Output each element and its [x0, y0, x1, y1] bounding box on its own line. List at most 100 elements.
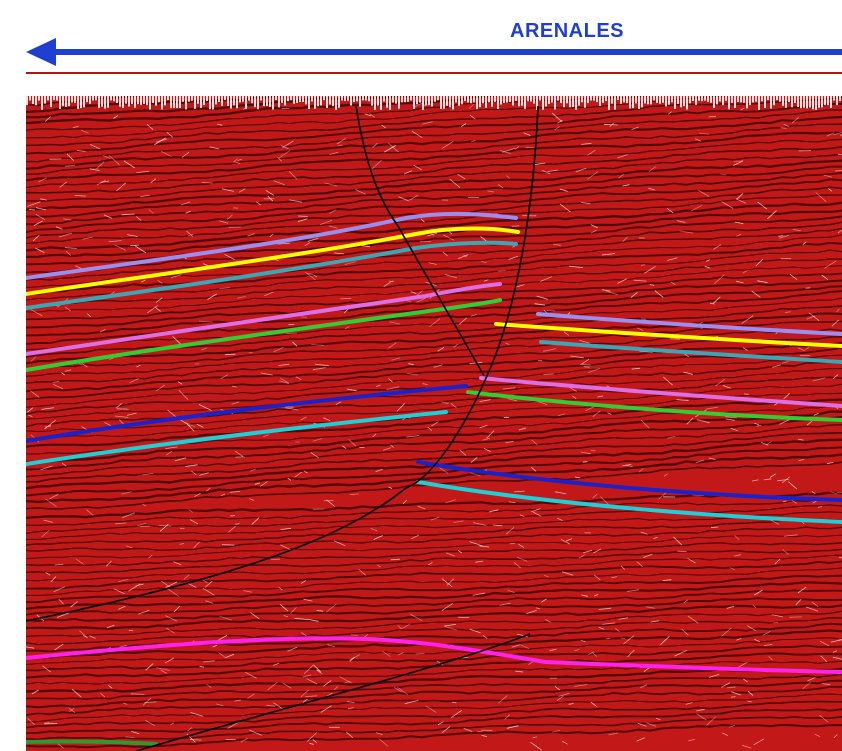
- noise-stroke: [784, 311, 791, 313]
- noise-stroke: [349, 656, 355, 662]
- noise-stroke: [805, 346, 810, 351]
- noise-stroke: [791, 117, 799, 124]
- noise-stroke: [820, 655, 828, 662]
- noise-stroke: [561, 571, 574, 576]
- noise-stroke: [445, 274, 457, 279]
- top-fringe: [182, 96, 184, 102]
- noise-stroke: [204, 580, 213, 588]
- noise-stroke: [622, 184, 630, 187]
- top-fringe: [83, 96, 85, 108]
- noise-stroke: [686, 417, 694, 425]
- noise-stroke: [797, 347, 805, 351]
- noise-stroke: [572, 395, 577, 400]
- reflector-trace: [26, 700, 842, 729]
- top-fringe: [353, 96, 355, 103]
- noise-stroke: [837, 229, 842, 234]
- reflector-trace: [26, 610, 842, 638]
- noise-stroke: [382, 447, 392, 451]
- noise-stroke: [303, 470, 308, 474]
- noise-stroke: [547, 169, 559, 173]
- noise-stroke: [663, 376, 673, 386]
- noise-stroke: [43, 519, 54, 523]
- noise-stroke: [361, 245, 371, 248]
- reflector-trace: [26, 589, 842, 616]
- reflector-trace: [26, 165, 842, 218]
- noise-stroke: [301, 632, 307, 637]
- noise-stroke: [196, 423, 204, 428]
- top-fringe: [215, 96, 217, 105]
- top-fringe: [704, 96, 706, 101]
- top-fringe: [617, 96, 619, 101]
- noise-stroke: [505, 175, 511, 180]
- noise-stroke: [350, 634, 358, 636]
- reflector-trace: [26, 279, 842, 329]
- noise-stroke: [453, 343, 459, 348]
- noise-stroke: [174, 457, 187, 462]
- noise-stroke: [178, 390, 189, 400]
- noise-stroke: [655, 718, 661, 720]
- noise-stroke: [687, 615, 699, 624]
- top-fringe: [233, 96, 235, 106]
- noise-stroke: [620, 565, 625, 570]
- noise-stroke: [32, 234, 40, 242]
- top-fringe: [116, 96, 118, 103]
- noise-stroke: [696, 419, 710, 424]
- noise-stroke: [488, 509, 499, 513]
- noise-stroke: [470, 314, 477, 317]
- noise-stroke: [771, 614, 783, 618]
- reflector-trace: [26, 581, 842, 610]
- blue-horizon-left: [26, 384, 468, 443]
- deep-fault: [135, 633, 531, 751]
- noise-stroke: [436, 660, 443, 666]
- noise-stroke: [708, 674, 720, 678]
- noise-stroke: [280, 377, 289, 384]
- noise-stroke: [121, 213, 135, 216]
- top-fringe: [140, 96, 142, 105]
- top-fringe: [578, 96, 580, 106]
- noise-stroke: [430, 516, 440, 521]
- top-fringe: [482, 96, 484, 104]
- top-fringe: [671, 96, 673, 103]
- reflector-trace: [26, 194, 842, 245]
- top-fringe: [518, 96, 520, 107]
- noise-stroke: [649, 284, 655, 286]
- noise-stroke: [38, 177, 48, 183]
- reflector-trace: [26, 241, 842, 295]
- noise-stroke: [227, 721, 240, 729]
- noise-stroke: [709, 302, 715, 305]
- noise-stroke: [136, 364, 141, 368]
- noise-stroke: [679, 230, 694, 234]
- noise-stroke: [358, 568, 367, 576]
- noise-stroke: [507, 398, 518, 402]
- noise-stroke: [255, 201, 261, 206]
- noise-stroke: [561, 740, 568, 745]
- noise-stroke: [407, 373, 418, 376]
- noise-stroke: [96, 179, 106, 186]
- noise-stroke: [100, 180, 110, 183]
- noise-stroke: [833, 132, 842, 136]
- noise-stroke: [218, 652, 226, 658]
- top-fringe: [497, 96, 499, 110]
- noise-stroke: [532, 736, 538, 739]
- noise-stroke: [207, 293, 217, 300]
- noise-stroke: [559, 188, 568, 192]
- noise-stroke: [335, 401, 342, 405]
- noise-stroke: [215, 703, 224, 707]
- noise-stroke: [240, 738, 248, 743]
- teal-horizon-left: [26, 240, 518, 310]
- top-fringe: [272, 96, 274, 110]
- noise-stroke: [28, 414, 33, 417]
- noise-stroke: [603, 123, 618, 126]
- top-fringe: [287, 96, 289, 102]
- noise-stroke: [334, 252, 345, 255]
- noise-stroke: [309, 742, 314, 745]
- noise-stroke: [272, 662, 280, 666]
- noise-stroke: [206, 487, 211, 492]
- top-fringe: [572, 96, 574, 107]
- noise-stroke: [56, 612, 70, 618]
- noise-stroke: [450, 709, 462, 719]
- noise-stroke: [306, 678, 318, 685]
- noise-stroke: [450, 402, 457, 409]
- noise-stroke: [442, 251, 448, 257]
- noise-stroke: [549, 648, 557, 652]
